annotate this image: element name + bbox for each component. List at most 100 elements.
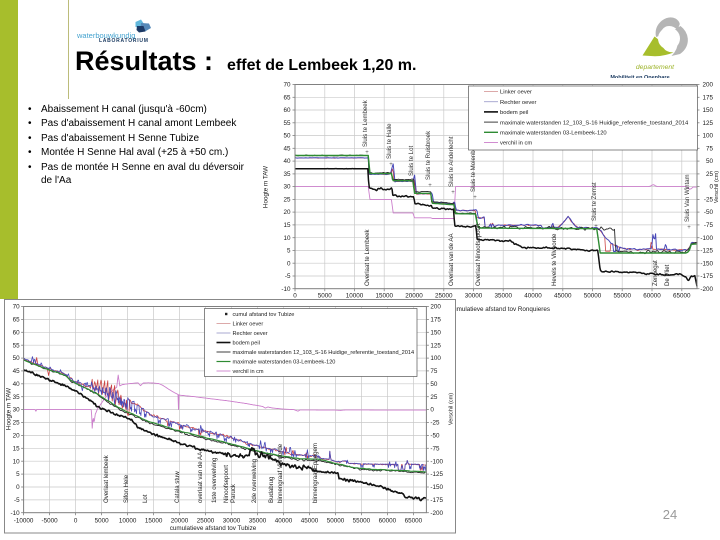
svg-text:30000: 30000 xyxy=(223,518,241,525)
svg-text:25: 25 xyxy=(706,171,714,178)
svg-text:75: 75 xyxy=(706,145,714,152)
svg-text:15000: 15000 xyxy=(375,293,393,300)
svg-text:0: 0 xyxy=(430,407,434,414)
svg-text:-75: -75 xyxy=(430,445,440,452)
svg-text:0: 0 xyxy=(293,293,297,300)
svg-text:Verschil (cm): Verschil (cm) xyxy=(449,393,455,425)
svg-text:70: 70 xyxy=(283,82,291,89)
svg-text:-5: -5 xyxy=(14,497,20,504)
svg-text:10000: 10000 xyxy=(119,518,137,525)
svg-text:+: + xyxy=(428,183,432,189)
svg-text:cumulatieve afstand tov Tubiz: cumulatieve afstand tov Tubize xyxy=(170,525,257,532)
svg-text:45: 45 xyxy=(283,145,291,152)
svg-text:Overlaat lembeek: Overlaat lembeek xyxy=(103,454,110,503)
svg-text:-150: -150 xyxy=(700,260,713,267)
svg-text:10: 10 xyxy=(13,458,21,465)
svg-text:Sluis te Zemst: Sluis te Zemst xyxy=(591,182,598,221)
svg-text:125: 125 xyxy=(702,120,713,127)
svg-text:125: 125 xyxy=(430,342,441,349)
svg-text:cumul afstand tov Tubize: cumul afstand tov Tubize xyxy=(233,312,295,318)
svg-text:25: 25 xyxy=(13,420,21,427)
svg-text:75: 75 xyxy=(430,368,438,375)
svg-text:35: 35 xyxy=(13,394,21,401)
svg-text:65000: 65000 xyxy=(405,518,423,525)
svg-text:5000: 5000 xyxy=(318,293,333,300)
svg-text:Lot: Lot xyxy=(142,494,149,503)
svg-text:20: 20 xyxy=(283,209,291,216)
svg-text:Zennegat: Zennegat xyxy=(652,260,659,286)
svg-text:binnengraaf Vilvoorde: binnengraaf Vilvoorde xyxy=(277,443,284,503)
svg-text:30000: 30000 xyxy=(465,293,483,300)
svg-text:-10: -10 xyxy=(10,510,20,517)
svg-text:5: 5 xyxy=(287,248,291,255)
svg-text:40000: 40000 xyxy=(524,293,542,300)
svg-text:20: 20 xyxy=(13,433,21,440)
svg-text:60000: 60000 xyxy=(379,518,397,525)
svg-text:0: 0 xyxy=(74,518,78,525)
svg-text:0: 0 xyxy=(16,484,20,491)
svg-text:150: 150 xyxy=(430,329,441,336)
svg-text:Catala stuw: Catala stuw xyxy=(174,471,181,503)
svg-text:Linker oever: Linker oever xyxy=(500,90,532,96)
svg-text:20000: 20000 xyxy=(171,518,189,525)
svg-text:Overlaat te Lembeek: Overlaat te Lembeek xyxy=(364,228,371,286)
svg-text:50: 50 xyxy=(283,133,291,140)
svg-text:45000: 45000 xyxy=(554,293,572,300)
svg-text:-50: -50 xyxy=(704,209,714,216)
svg-text:-100: -100 xyxy=(700,235,713,242)
svg-text:10000: 10000 xyxy=(346,293,364,300)
svg-text:Sluis te Ruisbroek: Sluis te Ruisbroek xyxy=(425,130,432,180)
svg-text:Sluis te Lot: Sluis te Lot xyxy=(408,146,415,176)
svg-text:maximale waterstanden 12_103_S: maximale waterstanden 12_103_S-16 Huidig… xyxy=(233,350,415,356)
svg-text:-5: -5 xyxy=(285,273,291,280)
svg-text:60: 60 xyxy=(283,107,291,114)
svg-text:-5000: -5000 xyxy=(42,518,59,525)
svg-text:5: 5 xyxy=(16,471,20,478)
svg-text:-100: -100 xyxy=(430,458,443,465)
svg-text:-10: -10 xyxy=(281,286,291,293)
svg-text:70: 70 xyxy=(13,304,21,311)
svg-text:-125: -125 xyxy=(700,248,713,255)
svg-text:verchil in cm: verchil in cm xyxy=(233,369,264,375)
svg-text:-25: -25 xyxy=(704,197,714,204)
svg-text:55: 55 xyxy=(283,120,291,127)
svg-text:-25: -25 xyxy=(430,420,440,427)
svg-text:30: 30 xyxy=(13,407,21,414)
svg-text:bodem peil: bodem peil xyxy=(233,341,260,347)
svg-text:+: + xyxy=(451,190,455,196)
svg-text:overlaat van de AA: overlaat van de AA xyxy=(197,451,204,503)
svg-text:Rechter oever: Rechter oever xyxy=(500,100,536,106)
svg-text:Sifon Hele: Sifon Hele xyxy=(123,474,130,503)
svg-text:maximale waterstanden 12_103_S: maximale waterstanden 12_103_S-16 Huidig… xyxy=(500,120,689,126)
svg-text:-50: -50 xyxy=(430,433,440,440)
svg-text:100: 100 xyxy=(702,133,713,140)
svg-text:5000: 5000 xyxy=(95,518,110,525)
svg-text:De Vliet: De Vliet xyxy=(664,264,671,286)
svg-text:-200: -200 xyxy=(430,510,443,517)
svg-text:binnengraaf Eppegem: binnengraaf Eppegem xyxy=(312,443,319,503)
svg-text:Ninoofsepoort: Ninoofsepoort xyxy=(223,465,230,503)
svg-text:65000: 65000 xyxy=(673,293,691,300)
svg-text:+: + xyxy=(473,195,477,201)
svg-text:Rechter oever: Rechter oever xyxy=(233,331,268,337)
svg-text:Sluis te Halle: Sluis te Halle xyxy=(386,123,393,159)
svg-text:50000: 50000 xyxy=(327,518,345,525)
svg-text:1ste overwelving: 1ste overwelving xyxy=(211,458,218,503)
svg-text:-10000: -10000 xyxy=(14,518,34,525)
svg-text:35000: 35000 xyxy=(494,293,512,300)
svg-text:15: 15 xyxy=(13,445,21,452)
svg-text:10: 10 xyxy=(283,235,291,242)
svg-text:65: 65 xyxy=(283,94,291,101)
svg-text:175: 175 xyxy=(702,94,713,101)
svg-text:200: 200 xyxy=(430,304,441,311)
svg-text:55000: 55000 xyxy=(353,518,371,525)
svg-text:Sluis te Lembeek: Sluis te Lembeek xyxy=(362,99,369,147)
svg-text:-175: -175 xyxy=(700,273,713,280)
svg-text:100: 100 xyxy=(430,355,441,362)
svg-text:+: + xyxy=(687,225,691,231)
svg-text:35: 35 xyxy=(283,171,291,178)
svg-text:Linker oever: Linker oever xyxy=(233,322,264,328)
svg-text:35000: 35000 xyxy=(249,518,267,525)
svg-text:20000: 20000 xyxy=(405,293,423,300)
svg-text:15000: 15000 xyxy=(145,518,163,525)
